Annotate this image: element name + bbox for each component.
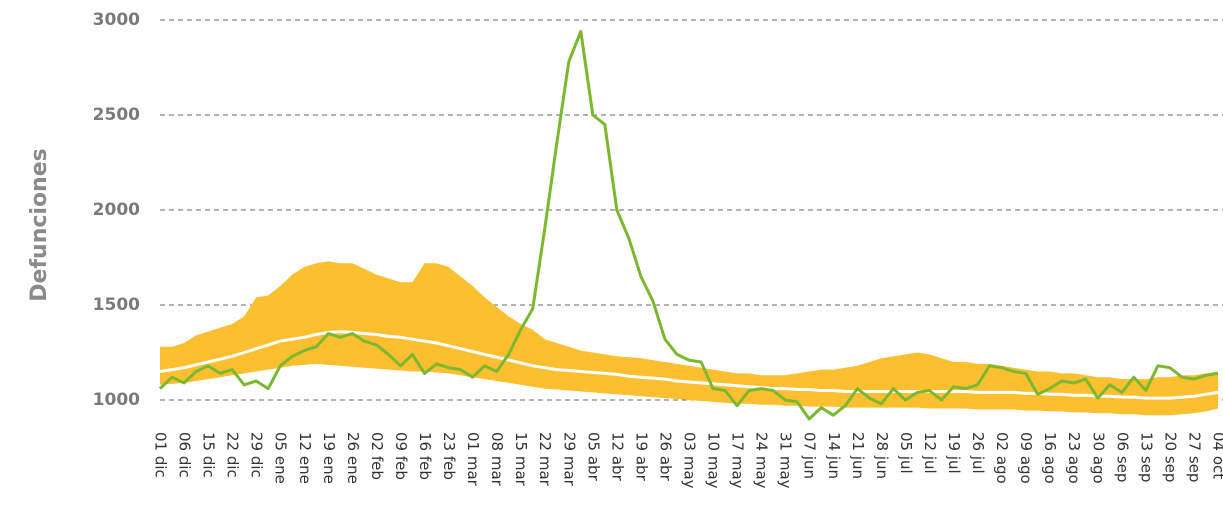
x-tick-label: 29 mar <box>560 432 578 487</box>
x-tick-label: 08 mar <box>488 432 506 487</box>
x-tick-label: 09 feb <box>392 432 410 480</box>
x-tick-label: 19 abr <box>632 432 650 482</box>
x-tick-label: 12 ene <box>296 432 314 484</box>
x-tick-label: 01 mar <box>464 432 482 487</box>
y-tick-label: 1000 <box>93 390 140 410</box>
x-tick-label: 19 jul <box>945 432 963 474</box>
x-tick-label: 20 sep <box>1161 432 1179 482</box>
y-axis-title: Defunciones <box>27 148 52 301</box>
x-tick-label: 27 sep <box>1185 432 1203 482</box>
x-tick-label: 28 jun <box>873 432 891 479</box>
x-tick-label: 19 ene <box>320 432 338 484</box>
x-tick-label: 05 abr <box>584 432 602 482</box>
x-tick-label: 22 mar <box>536 432 554 487</box>
x-tick-label: 30 ago <box>1089 432 1107 484</box>
x-tick-label: 02 ago <box>993 432 1011 484</box>
x-tick-label: 05 ene <box>272 432 290 484</box>
x-tick-label: 12 jul <box>921 432 939 474</box>
x-tick-label: 05 jul <box>897 432 915 474</box>
x-tick-label: 10 may <box>705 432 723 489</box>
x-tick-label: 09 ago <box>1017 432 1035 484</box>
y-tick-label: 3000 <box>93 10 140 30</box>
y-tick-label: 1500 <box>93 295 140 315</box>
x-tick-label: 07 jun <box>801 432 819 479</box>
x-tick-label: 17 may <box>729 432 747 489</box>
x-tick-label: 24 may <box>753 432 771 489</box>
x-tick-label: 06 dic <box>176 432 194 478</box>
x-tick-label: 26 ene <box>344 432 362 484</box>
x-tick-label: 15 mar <box>512 432 530 487</box>
x-tick-label: 22 dic <box>224 432 242 478</box>
x-tick-label: 26 abr <box>656 432 674 482</box>
x-tick-label: 15 dic <box>200 432 218 478</box>
x-tick-label: 29 dic <box>248 432 266 478</box>
x-tick-label: 02 feb <box>368 432 386 480</box>
x-tick-label: 23 feb <box>440 432 458 480</box>
x-tick-label: 23 ago <box>1065 432 1083 484</box>
x-tick-label: 14 jun <box>825 432 843 479</box>
y-tick-label: 2000 <box>93 200 140 220</box>
x-tick-label: 13 sep <box>1137 432 1155 482</box>
x-tick-label: 21 jun <box>849 432 867 479</box>
band <box>160 261 1218 416</box>
x-tick-label: 03 may <box>681 432 699 489</box>
series-line <box>158 29 1219 421</box>
x-tick-label: 04 oct <box>1210 432 1223 479</box>
x-tick-label: 12 abr <box>608 432 626 482</box>
x-tick-label: 31 may <box>777 432 795 489</box>
x-tick-label: 16 ago <box>1041 432 1059 484</box>
x-tick-label: 16 feb <box>416 432 434 480</box>
x-tick-label: 26 jul <box>969 432 987 474</box>
x-tick-label: 01 dic <box>152 432 170 478</box>
y-tick-label: 2500 <box>93 105 140 125</box>
x-tick-label: 06 sep <box>1113 432 1131 482</box>
